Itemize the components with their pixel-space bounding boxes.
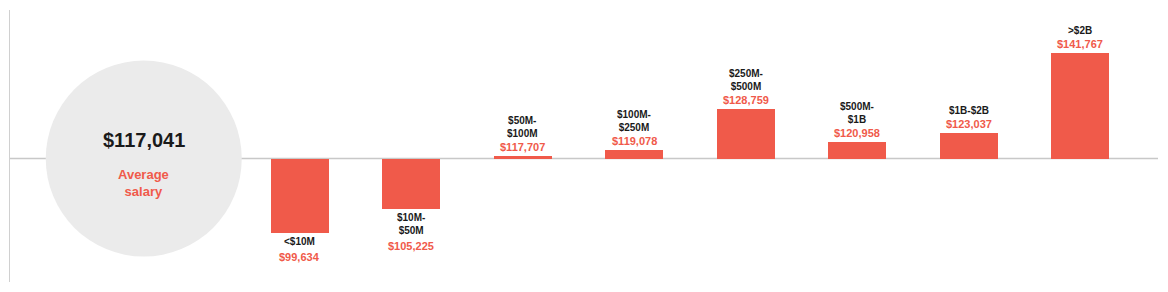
svg-text:$123,037: $123,037 — [946, 118, 992, 130]
svg-text:$50M-$100M: $50M-$100M — [507, 115, 538, 139]
svg-text:$119,078: $119,078 — [612, 135, 657, 147]
svg-text:$105,225: $105,225 — [388, 240, 434, 252]
svg-text:$99,634: $99,634 — [279, 251, 320, 263]
svg-text:$120,958: $120,958 — [834, 127, 880, 139]
svg-text:<$10M: <$10M — [284, 236, 315, 247]
svg-text:$500M-$1B: $500M-$1B — [840, 101, 874, 125]
svg-text:Averagesalary: Averagesalary — [118, 167, 169, 199]
svg-text:$250M-$500M: $250M-$500M — [729, 68, 763, 92]
svg-text:$128,759: $128,759 — [723, 94, 769, 106]
svg-text:$10M-$50M: $10M-$50M — [397, 212, 425, 236]
svg-text:$117,707: $117,707 — [500, 141, 545, 153]
svg-text:$100M-$250M: $100M-$250M — [617, 109, 651, 133]
svg-text:$1B-$2B: $1B-$2B — [949, 105, 989, 116]
svg-text:>$2B: >$2B — [1068, 25, 1092, 36]
svg-text:$117,041: $117,041 — [103, 129, 185, 151]
svg-text:$141,767: $141,767 — [1057, 38, 1103, 50]
